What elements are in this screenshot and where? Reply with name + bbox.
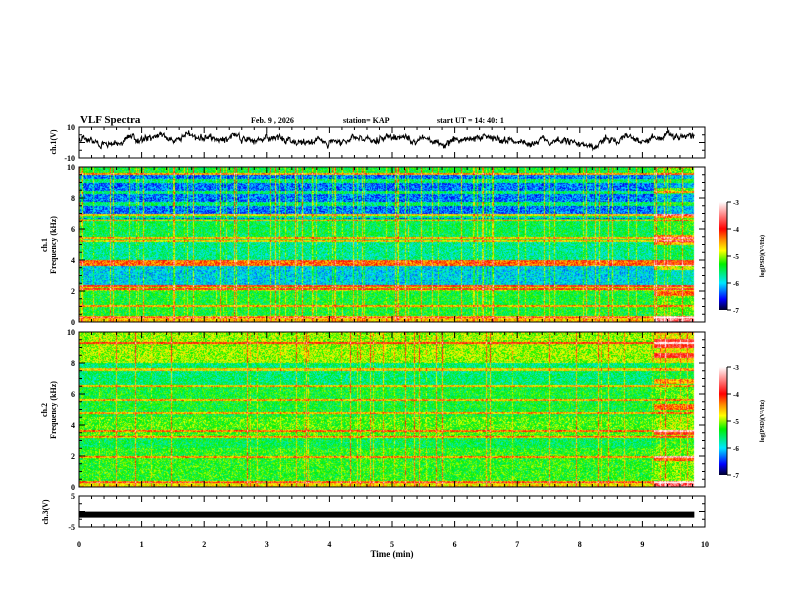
colorbar-ch1	[719, 202, 727, 310]
date-label: Feb. 9 , 2026	[251, 116, 294, 125]
x-tick-label: 10	[701, 540, 709, 549]
ch1-spectrogram	[79, 167, 705, 322]
x-axis-label: Time (min)	[370, 549, 413, 559]
colorbar-tick-label: -5	[733, 253, 739, 261]
y-axis-label-channel: ch.1	[40, 238, 49, 252]
y-tick-label: 4	[71, 421, 75, 430]
y-tick-label: 6	[71, 390, 75, 399]
y-axis-label: Frequency (kHz)	[49, 381, 58, 439]
colorbar-tick-label: -3	[733, 199, 739, 207]
y-axis-label: ch.1(V)	[49, 129, 58, 154]
colorbar-tick-label: -3	[733, 364, 739, 372]
y-tick-label: 10	[67, 123, 75, 132]
y-axis-label-channel: ch.2	[40, 403, 49, 417]
x-tick-label: 1	[140, 540, 144, 549]
ch1-voltage-trace	[79, 128, 695, 152]
y-axis-label: ch.3(V)	[41, 499, 50, 524]
colorbar-tick-label: -4	[733, 226, 739, 234]
colorbar-ch2	[719, 367, 727, 475]
y-tick-label: 5	[71, 492, 75, 501]
x-tick-label: 4	[327, 540, 331, 549]
y-tick-label: 10	[67, 328, 75, 337]
chart-title: VLF Spectra	[80, 114, 141, 126]
y-tick-label: 4	[71, 256, 75, 265]
colorbar-tick-label: -7	[733, 307, 739, 315]
x-tick-label: 6	[453, 540, 457, 549]
colorbar-label: log(PSD)(V²/Hz)	[759, 235, 766, 277]
y-tick-label: 0	[71, 318, 75, 327]
colorbar-tick-label: -6	[733, 445, 739, 453]
x-tick-label: 5	[390, 540, 394, 549]
y-tick-label: -5	[68, 523, 75, 532]
colorbar-tick-label: -6	[733, 280, 739, 288]
colorbar-tick-label: -7	[733, 472, 739, 480]
panel-frame-ch2spec	[78, 331, 706, 488]
colorbar-tick-label: -4	[733, 391, 739, 399]
x-tick-label: 3	[265, 540, 269, 549]
x-tick-label: 7	[515, 540, 519, 549]
panel-frame-ch1spec	[78, 166, 706, 323]
y-tick-label: 0	[71, 483, 75, 492]
x-tick-label: 0	[77, 540, 81, 549]
ch3-voltage-trace	[79, 511, 695, 518]
y-tick-label: 6	[71, 225, 75, 234]
y-tick-label: 8	[71, 194, 75, 203]
x-tick-label: 8	[578, 540, 582, 549]
x-tick-label: 2	[202, 540, 206, 549]
ch2-spectrogram	[79, 332, 705, 487]
x-tick-label: 9	[640, 540, 644, 549]
y-tick-label: 10	[67, 163, 75, 172]
start-ut-label: start UT = 14: 40: 1	[437, 116, 504, 125]
y-tick-label: -10	[64, 154, 75, 163]
y-tick-label: 2	[71, 287, 75, 296]
station-label: station= KAP	[343, 116, 390, 125]
y-axis-label: Frequency (kHz)	[49, 216, 58, 274]
y-tick-label: 8	[71, 359, 75, 368]
colorbar-tick-label: -5	[733, 418, 739, 426]
y-tick-label: 2	[71, 452, 75, 461]
colorbar-label: log(PSD)(V²/Hz)	[759, 400, 766, 442]
